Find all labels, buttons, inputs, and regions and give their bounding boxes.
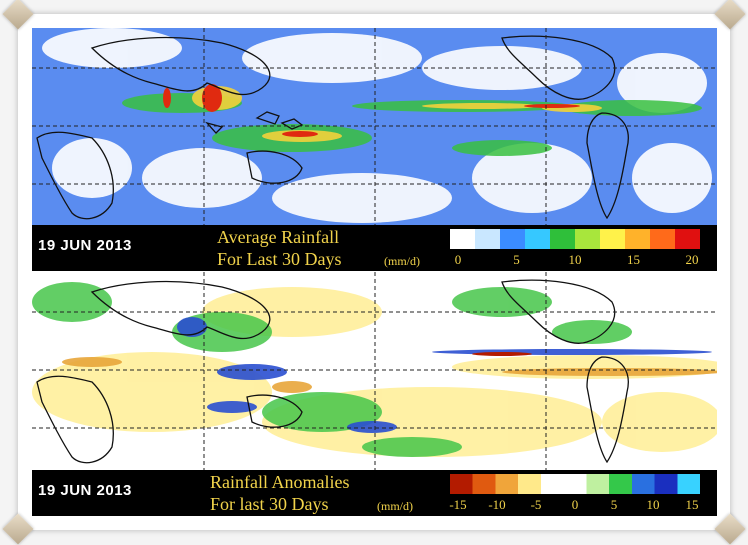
colorbar-tick-label: 10 — [646, 497, 660, 512]
rainfall-anomalies-map — [32, 272, 717, 470]
colorbar-tick-label: -5 — [530, 497, 542, 512]
map-title-line1: Average Rainfall — [217, 227, 340, 247]
map-units: (mm/d) — [384, 254, 420, 268]
colorbar-tick-label: 0 — [454, 252, 462, 267]
colorbar-tick-label: 0 — [571, 497, 579, 512]
map-units: (mm/d) — [377, 499, 413, 513]
map-date: 19 JUN 2013 — [38, 237, 132, 254]
map-title-line2: For last 30 Days — [210, 494, 329, 514]
average-rainfall-map — [32, 28, 717, 225]
colorbar-tick-label: -10 — [488, 497, 506, 512]
average-rainfall-caption: 19 JUN 2013 Average Rainfall For Last 30… — [32, 225, 717, 271]
map-title-line1: Rainfall Anomalies — [210, 472, 350, 492]
colorbar-tick-label: 10 — [568, 252, 582, 267]
rainfall-anomalies-caption: 19 JUN 2013 Rainfall Anomalies For last … — [32, 470, 717, 516]
rainfall-anomalies-colorbar — [450, 474, 700, 494]
colorbar-tick-label: 15 — [627, 252, 640, 267]
average-rainfall-colorbar — [450, 229, 700, 249]
rainfall-anomalies-panel: 19 JUN 2013 Rainfall Anomalies For last … — [32, 272, 717, 516]
colorbar-tick-label: 5 — [513, 252, 520, 267]
map-date: 19 JUN 2013 — [38, 482, 132, 499]
colorbar-tick-label: 20 — [685, 252, 699, 267]
colorbar-tick-label: 15 — [685, 497, 699, 512]
colorbar-tick-label: 5 — [610, 497, 618, 512]
map-title-line2: For Last 30 Days — [217, 249, 342, 269]
colorbar-tick-label: -15 — [449, 497, 467, 512]
average-rainfall-panel: 19 JUN 2013 Average Rainfall For Last 30… — [32, 28, 717, 271]
